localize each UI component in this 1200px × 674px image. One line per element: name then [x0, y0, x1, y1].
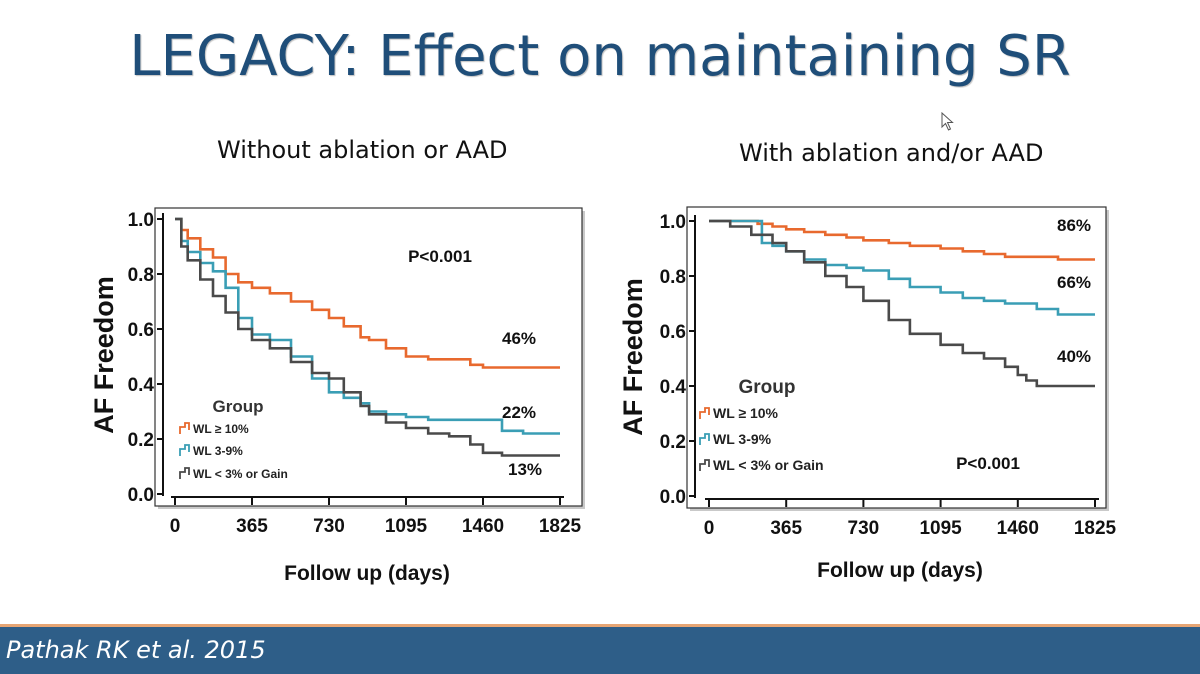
y-tick-label: 0.2 [660, 432, 686, 453]
x-tick-label: 365 [770, 518, 802, 539]
final-value-label: 40% [1057, 347, 1091, 366]
y-tick-label: 0.8 [660, 267, 686, 288]
series-line-2 [709, 219, 1095, 316]
legend-title: Group [739, 377, 796, 398]
x-tick-label: 1825 [1074, 518, 1117, 539]
y-tick-label: 0.6 [660, 322, 686, 343]
footer-divider [0, 624, 1200, 627]
footer-band [0, 627, 1200, 674]
legend-label-2: WL 3-9% [193, 444, 243, 458]
y-axis-label: AF Freedom [618, 278, 648, 436]
p-value-label: P<0.001 [956, 454, 1020, 473]
legend-swatch-2 [179, 444, 190, 456]
y-tick-label: 0.0 [128, 485, 154, 506]
y-tick-label: 0.4 [128, 375, 155, 396]
legend-label-3: WL < 3% or Gain [713, 457, 824, 473]
x-tick-label: 1460 [997, 518, 1039, 539]
legend-label-2: WL 3-9% [713, 431, 772, 447]
x-tick-label: 1095 [919, 518, 962, 539]
x-axis-label: Follow up (days) [284, 562, 450, 585]
x-tick-label: 0 [704, 518, 715, 539]
x-axis-label: Follow up (days) [817, 559, 983, 582]
legend-swatch-1 [179, 422, 190, 434]
legend-label-3: WL < 3% or Gain [193, 467, 288, 481]
x-tick-label: 1825 [539, 516, 582, 537]
y-tick-label: 0.0 [660, 487, 686, 508]
final-value-label: 46% [502, 329, 536, 348]
legend-label-1: WL ≥ 10% [713, 405, 779, 421]
slide-title: LEGACY: Effect on maintaining SR [129, 24, 1071, 89]
y-tick-label: 0.4 [660, 377, 687, 398]
x-tick-label: 1460 [462, 516, 504, 537]
series-line-1 [175, 217, 560, 369]
legend-swatch-2 [699, 433, 710, 445]
legend-swatch-1 [699, 407, 710, 419]
final-value-label: 86% [1057, 216, 1091, 235]
mouse-pointer-icon [941, 112, 954, 131]
series-line-1 [709, 219, 1095, 261]
y-tick-label: 1.0 [660, 212, 686, 233]
y-tick-label: 0.2 [128, 430, 154, 451]
chart-right-subtitle: With ablation and/or AAD [739, 139, 1044, 167]
legend-title: Group [213, 397, 264, 416]
series-line-3 [709, 219, 1095, 388]
citation: Pathak RK et al. 2015 [6, 636, 266, 664]
final-value-label: 13% [508, 460, 542, 479]
series-line-3 [175, 217, 560, 457]
y-tick-label: 0.6 [128, 320, 154, 341]
chart-left-subtitle: Without ablation or AAD [217, 136, 508, 164]
x-tick-label: 365 [236, 516, 268, 537]
y-axis-label: AF Freedom [89, 276, 119, 434]
x-tick-label: 730 [313, 516, 345, 537]
x-tick-label: 1095 [385, 516, 428, 537]
final-value-label: 22% [502, 403, 536, 422]
legend-label-1: WL ≥ 10% [193, 422, 249, 436]
x-tick-label: 0 [170, 516, 181, 537]
legend-swatch-3 [699, 459, 710, 471]
p-value-label: P<0.001 [408, 247, 472, 266]
final-value-label: 66% [1057, 273, 1091, 292]
y-tick-label: 1.0 [128, 210, 154, 231]
legend-swatch-3 [179, 467, 190, 479]
x-tick-label: 730 [848, 518, 880, 539]
y-tick-label: 0.8 [128, 265, 154, 286]
